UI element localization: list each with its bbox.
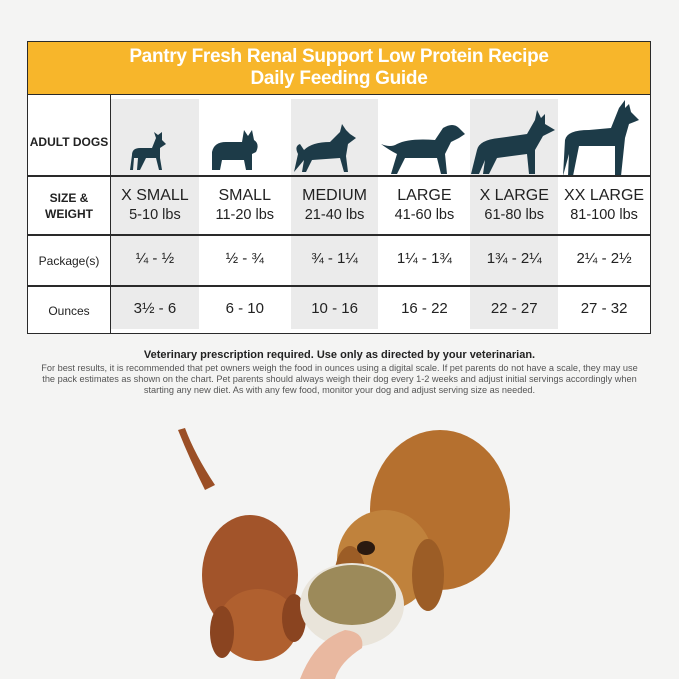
feeding-notes: Veterinary prescription required. Use on… <box>0 349 679 396</box>
ounce-amount: 27 - 32 <box>580 300 628 317</box>
package-amount: 1¼ - 1¾ <box>396 250 452 267</box>
divider <box>28 285 650 287</box>
weight-range: 11-20 lbs <box>215 207 275 223</box>
chihuahua-silhouette-icon <box>129 132 166 170</box>
weight-range: 61-80 lbs <box>484 207 545 223</box>
labrador-silhouette-icon <box>381 125 466 174</box>
great-dane-silhouette-icon <box>563 100 640 176</box>
dachshund-head <box>218 589 298 661</box>
weight-range: 5-10 lbs <box>129 207 181 223</box>
french-bulldog-silhouette-icon <box>211 130 258 170</box>
retriever-ear <box>412 539 444 611</box>
row-label-size-weight: SIZE & WEIGHT <box>45 191 93 221</box>
package-amount: 2¼ - 2½ <box>576 250 632 267</box>
size-name: LARGE <box>397 187 452 204</box>
ounce-amount: 6 - 10 <box>225 300 264 317</box>
size-name: XX LARGE <box>564 187 645 204</box>
feeding-instructions: For best results, it is recommended that… <box>41 363 638 395</box>
row-label-ounces: Ounces <box>48 304 90 318</box>
size-name: MEDIUM <box>302 187 368 204</box>
shepherd-silhouette-icon <box>471 110 556 174</box>
feeding-guide-table: Pantry Fresh Renal Support Low Protein R… <box>27 41 651 334</box>
dachshund-ear <box>282 594 306 642</box>
size-name: SMALL <box>218 187 271 204</box>
retriever-nose <box>357 541 375 555</box>
weight-range: 21-40 lbs <box>304 207 365 223</box>
size-name: X LARGE <box>479 187 549 204</box>
weight-range: 81-100 lbs <box>570 207 638 223</box>
title-line-2: Daily Feeding Guide <box>250 68 428 89</box>
ounce-amount: 16 - 22 <box>401 300 448 317</box>
package-amount: 1¾ - 2¼ <box>486 250 542 267</box>
label-column <box>28 95 111 333</box>
column-shade <box>111 99 199 329</box>
title-line-1: Pantry Fresh Renal Support Low Protein R… <box>129 46 549 67</box>
ounce-amount: 22 - 27 <box>490 300 538 317</box>
row-label-adult-dogs: ADULT DOGS <box>29 135 109 149</box>
dachshund-tail <box>178 428 215 490</box>
hand <box>300 630 363 679</box>
divider <box>28 234 650 236</box>
ounce-amount: 3½ - 6 <box>133 300 177 317</box>
bowl-food <box>308 565 396 625</box>
prescription-note: Veterinary prescription required. Use on… <box>143 349 536 361</box>
weight-range: 41-60 lbs <box>394 207 455 223</box>
package-amount: ¾ - 1¼ <box>311 250 358 267</box>
row-label-packages: Package(s) <box>38 254 100 268</box>
package-amount: ½ - ¾ <box>225 250 264 267</box>
table-header: Pantry Fresh Renal Support Low Protein R… <box>28 42 650 95</box>
package-amount: ¼ - ½ <box>135 250 175 267</box>
divider <box>28 175 650 177</box>
medium-dog-silhouette-icon <box>293 124 356 172</box>
dachshund-ear <box>210 606 234 658</box>
ounce-amount: 10 - 16 <box>311 300 358 317</box>
dogs-photo <box>178 428 510 679</box>
size-name: X SMALL <box>121 187 189 204</box>
